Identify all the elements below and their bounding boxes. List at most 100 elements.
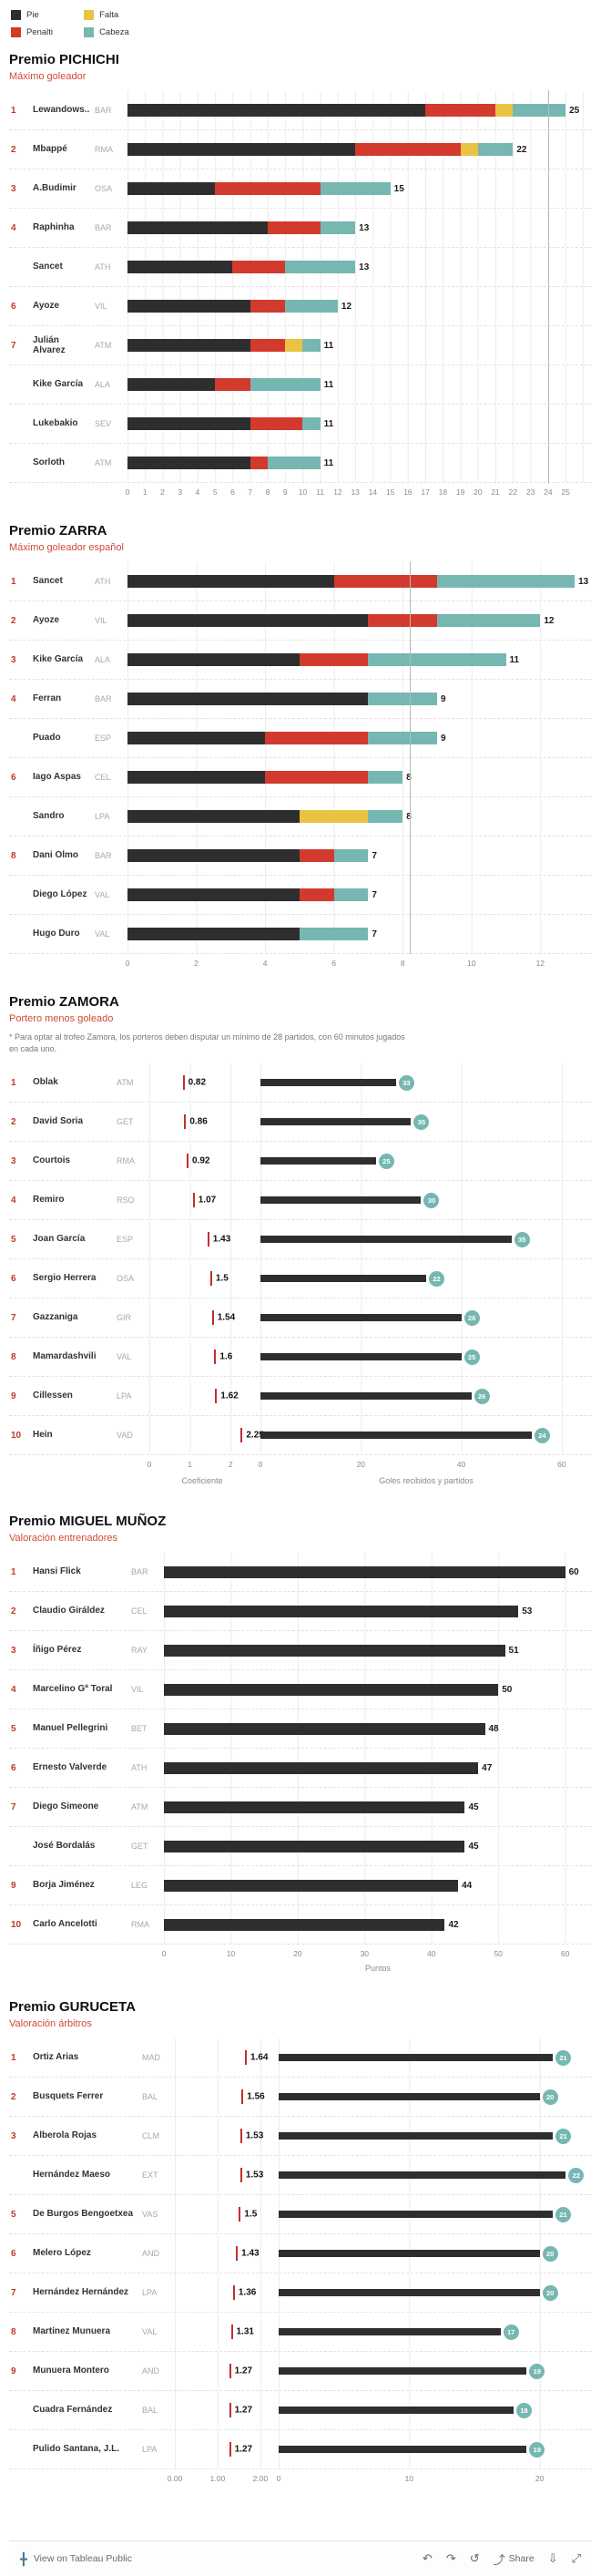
fullscreen-icon[interactable]: ⤢	[571, 2551, 581, 2565]
legend-item-cabeza[interactable]: Cabeza	[84, 25, 129, 39]
rating-marker[interactable]	[232, 2285, 235, 2301]
rating-marker[interactable]	[241, 2089, 244, 2105]
bar-segment-pie[interactable]	[127, 143, 356, 156]
matches-dot[interactable]: 22	[429, 1270, 444, 1287]
bar-segment-cabeza[interactable]	[333, 849, 369, 862]
coefficient-marker[interactable]	[182, 1075, 185, 1091]
bar-segment-penalti[interactable]	[299, 888, 334, 901]
rating-marker[interactable]	[229, 2364, 231, 2379]
bar-segment-pie[interactable]	[127, 771, 266, 784]
bar-segment-cabeza[interactable]	[368, 732, 437, 744]
bar-segment-cabeza[interactable]	[320, 182, 391, 195]
coefficient-marker[interactable]	[215, 1389, 218, 1404]
matches-dot[interactable]: 35	[413, 1114, 430, 1130]
undo-icon[interactable]: ↶	[422, 2551, 433, 2565]
bar-segment-pie[interactable]	[127, 300, 250, 313]
bar-segment-falta[interactable]	[285, 339, 303, 352]
bar-segment-penalti[interactable]	[250, 300, 286, 313]
matches-dot[interactable]: 17	[503, 2324, 519, 2340]
goals-bar[interactable]	[260, 1314, 462, 1322]
bar-segment-pie[interactable]	[127, 810, 300, 823]
bar-segment-cabeza[interactable]	[285, 261, 356, 273]
bar-segment-penalti[interactable]	[250, 457, 268, 469]
matches-dot[interactable]: 19	[529, 2441, 545, 2458]
bar-segment-falta[interactable]	[299, 810, 369, 823]
goals-bar[interactable]	[260, 1196, 422, 1205]
matches-dot[interactable]: 20	[542, 2284, 558, 2301]
matches-dot[interactable]: 21	[555, 2128, 571, 2144]
coefficient-marker[interactable]	[211, 1310, 214, 1326]
bar-segment-pie[interactable]	[127, 104, 426, 117]
bar-segment-penalti[interactable]	[425, 104, 496, 117]
matches-dot[interactable]: 33	[398, 1074, 414, 1091]
rating-marker[interactable]	[239, 2168, 242, 2183]
matches-dot[interactable]: 20	[542, 2245, 558, 2262]
matches-dot[interactable]: 25	[378, 1153, 394, 1169]
bar-segment-pie[interactable]	[127, 221, 268, 234]
bar-segment-penalti[interactable]	[265, 732, 369, 744]
goals-bar[interactable]	[260, 1118, 412, 1126]
bar-segment-pie[interactable]	[127, 732, 266, 744]
bar-segment-cabeza[interactable]	[477, 143, 514, 156]
matches-dot[interactable]: 20	[542, 2089, 558, 2105]
matches-bar[interactable]	[279, 2289, 540, 2297]
bar-segment-cabeza[interactable]	[333, 888, 369, 901]
matches-bar[interactable]	[279, 2171, 566, 2180]
points-bar[interactable]	[164, 1840, 465, 1852]
rating-marker[interactable]	[239, 2129, 242, 2144]
rating-marker[interactable]	[236, 2246, 239, 2262]
goals-bar[interactable]	[260, 1079, 396, 1087]
bar-segment-cabeza[interactable]	[368, 693, 437, 705]
matches-bar[interactable]	[279, 2211, 553, 2219]
legend-item-pie[interactable]: Pie	[11, 7, 53, 22]
bar-segment-penalti[interactable]	[299, 849, 334, 862]
coefficient-marker[interactable]	[240, 1428, 243, 1443]
points-bar[interactable]	[164, 1801, 465, 1813]
matches-dot[interactable]: 21	[555, 2206, 571, 2222]
bar-segment-pie[interactable]	[127, 614, 369, 627]
bar-segment-pie[interactable]	[127, 417, 250, 430]
bar-segment-penalti[interactable]	[232, 261, 286, 273]
rating-marker[interactable]	[229, 2403, 231, 2418]
share-button[interactable]: ⤴ Share	[494, 2550, 535, 2568]
bar-segment-pie[interactable]	[127, 888, 300, 901]
bar-segment-pie[interactable]	[127, 182, 216, 195]
matches-dot[interactable]: 22	[568, 2167, 585, 2183]
bar-segment-cabeza[interactable]	[320, 221, 356, 234]
goals-bar[interactable]	[260, 1432, 532, 1440]
legend-item-penalti[interactable]: Penalti	[11, 25, 53, 39]
bar-segment-pie[interactable]	[127, 575, 334, 588]
bar-segment-cabeza[interactable]	[513, 104, 566, 117]
bar-segment-cabeza[interactable]	[436, 575, 576, 588]
matches-bar[interactable]	[279, 2054, 553, 2062]
bar-segment-cabeza[interactable]	[368, 810, 403, 823]
bar-segment-cabeza[interactable]	[267, 457, 321, 469]
bar-segment-penalti[interactable]	[250, 339, 286, 352]
bar-segment-cabeza[interactable]	[250, 378, 321, 391]
goals-bar[interactable]	[260, 1353, 462, 1361]
rating-marker[interactable]	[245, 2050, 247, 2066]
matches-bar[interactable]	[279, 2367, 527, 2376]
bar-segment-cabeza[interactable]	[285, 300, 338, 313]
points-bar[interactable]	[164, 1918, 445, 1931]
coefficient-marker[interactable]	[184, 1114, 187, 1130]
bar-segment-penalti[interactable]	[250, 417, 303, 430]
bar-segment-penalti[interactable]	[299, 653, 369, 666]
matches-bar[interactable]	[279, 2328, 501, 2336]
bar-segment-penalti[interactable]	[215, 182, 321, 195]
coefficient-marker[interactable]	[207, 1232, 209, 1247]
matches-bar[interactable]	[279, 2250, 540, 2258]
matches-dot[interactable]: 30	[423, 1192, 440, 1208]
points-bar[interactable]	[164, 1605, 519, 1617]
legend-item-falta[interactable]: Falta	[84, 7, 129, 22]
matches-dot[interactable]: 24	[534, 1427, 550, 1443]
goals-bar[interactable]	[260, 1157, 376, 1165]
rating-marker[interactable]	[239, 2207, 241, 2222]
bar-segment-pie[interactable]	[127, 378, 216, 391]
matches-dot[interactable]: 25	[463, 1349, 480, 1365]
matches-bar[interactable]	[279, 2407, 514, 2415]
matches-dot[interactable]: 35	[514, 1231, 530, 1247]
rating-marker[interactable]	[229, 2442, 231, 2458]
bar-segment-pie[interactable]	[127, 339, 250, 352]
bar-segment-penalti[interactable]	[267, 221, 321, 234]
